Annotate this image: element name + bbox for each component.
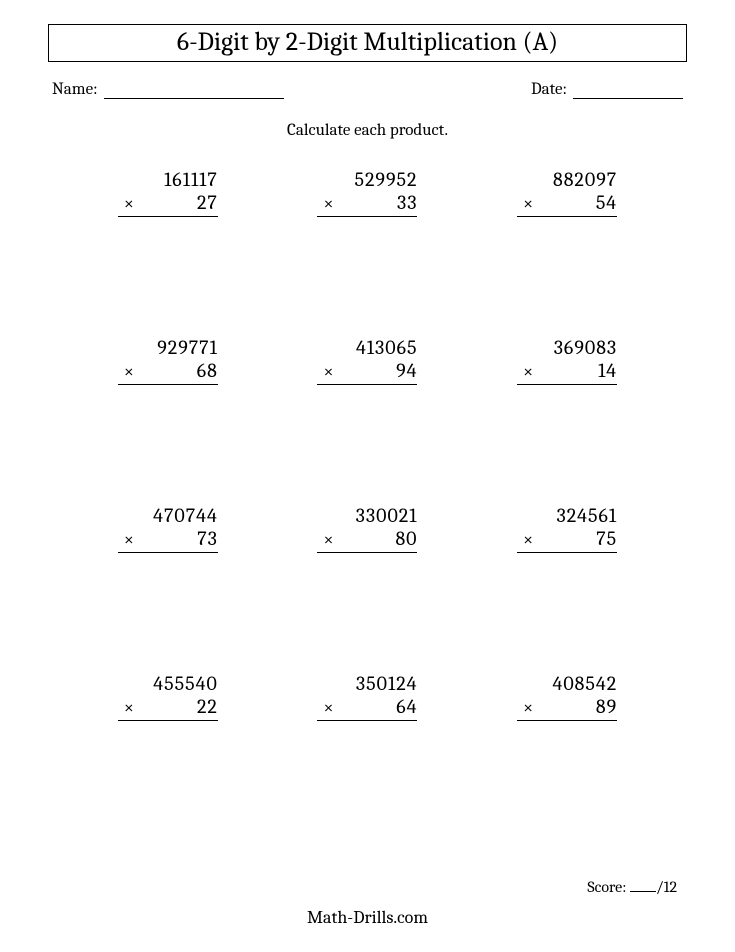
title-box: 6-Digit by 2-Digit Multiplication (A) <box>48 24 687 62</box>
multiplier: 89 <box>596 695 617 718</box>
multiplier-row: × 27 <box>118 191 218 217</box>
date-field: Date: <box>531 80 683 99</box>
multiplier: 94 <box>396 359 417 382</box>
name-label: Name: <box>52 80 98 99</box>
problem: 350124× 64 <box>288 672 448 840</box>
multiplier-row: × 33 <box>317 191 417 217</box>
multiplier: 27 <box>197 191 218 214</box>
name-blank[interactable] <box>104 84 284 99</box>
score-label: Score: <box>587 878 626 896</box>
problem: 929771× 68 <box>88 336 248 504</box>
page-title: 6-Digit by 2-Digit Multiplication (A) <box>177 27 558 57</box>
multiplier-row: × 54 <box>517 191 617 217</box>
score-blank[interactable] <box>630 880 656 892</box>
multiplier-row: × 80 <box>317 527 417 553</box>
problem: 408542× 89 <box>487 672 647 840</box>
multiplicand: 413065 <box>317 336 417 359</box>
multiplicand: 929771 <box>118 336 218 359</box>
multiplier: 73 <box>197 527 218 550</box>
multiply-icon: × <box>118 193 134 214</box>
multiplicand: 161117 <box>118 168 218 191</box>
multiplier: 80 <box>395 527 417 550</box>
multiplicand: 470744 <box>118 504 218 527</box>
multiply-icon: × <box>517 529 533 550</box>
footer: Math-Drills.com <box>0 907 735 928</box>
multiplier-row: × 75 <box>517 527 617 553</box>
multiply-icon: × <box>317 361 333 382</box>
multiplier-row: × 73 <box>118 527 218 553</box>
multiply-icon: × <box>118 529 134 550</box>
instruction: Calculate each product. <box>48 121 687 140</box>
multiplier: 68 <box>197 359 218 382</box>
multiplier: 22 <box>197 695 218 718</box>
multiplier-row: × 14 <box>517 359 617 385</box>
multiplier-row: × 64 <box>317 695 417 721</box>
multiplier: 75 <box>596 527 617 550</box>
multiplier-row: × 68 <box>118 359 218 385</box>
multiplicand: 455540 <box>118 672 218 695</box>
problem: 455540× 22 <box>88 672 248 840</box>
multiply-icon: × <box>118 697 134 718</box>
multiply-icon: × <box>517 697 533 718</box>
problems-grid: 161117×27529952×33882097×54929771×684130… <box>48 168 687 840</box>
multiplier: 14 <box>598 359 617 382</box>
multiplicand: 882097 <box>517 168 617 191</box>
multiplicand: 408542 <box>517 672 617 695</box>
date-blank[interactable] <box>573 84 683 99</box>
score-row: Score: /12 <box>587 878 677 896</box>
multiplier: 33 <box>397 191 417 214</box>
multiplier-row: × 89 <box>517 695 617 721</box>
multiplier: 54 <box>596 191 617 214</box>
problem: 369083× 14 <box>487 336 647 504</box>
multiply-icon: × <box>317 193 333 214</box>
problem: 413065× 94 <box>288 336 448 504</box>
multiplicand: 330021 <box>317 504 417 527</box>
multiplicand: 529952 <box>317 168 417 191</box>
header-row: Name: Date: <box>48 80 687 99</box>
multiplier-row: × 22 <box>118 695 218 721</box>
multiply-icon: × <box>317 529 333 550</box>
multiplicand: 350124 <box>317 672 417 695</box>
multiply-icon: × <box>517 361 533 382</box>
date-label: Date: <box>531 80 567 99</box>
multiplicand: 369083 <box>517 336 617 359</box>
multiply-icon: × <box>517 193 533 214</box>
score-total: /12 <box>656 878 677 896</box>
multiplier: 64 <box>396 695 417 718</box>
problem: 324561× 75 <box>487 504 647 672</box>
problem: 161117× 27 <box>88 168 248 336</box>
name-field: Name: <box>52 80 284 99</box>
multiply-icon: × <box>317 697 333 718</box>
problem: 470744× 73 <box>88 504 248 672</box>
multiplier-row: × 94 <box>317 359 417 385</box>
multiply-icon: × <box>118 361 134 382</box>
multiplicand: 324561 <box>517 504 617 527</box>
problem: 882097× 54 <box>487 168 647 336</box>
problem: 529952× 33 <box>288 168 448 336</box>
problem: 330021× 80 <box>288 504 448 672</box>
